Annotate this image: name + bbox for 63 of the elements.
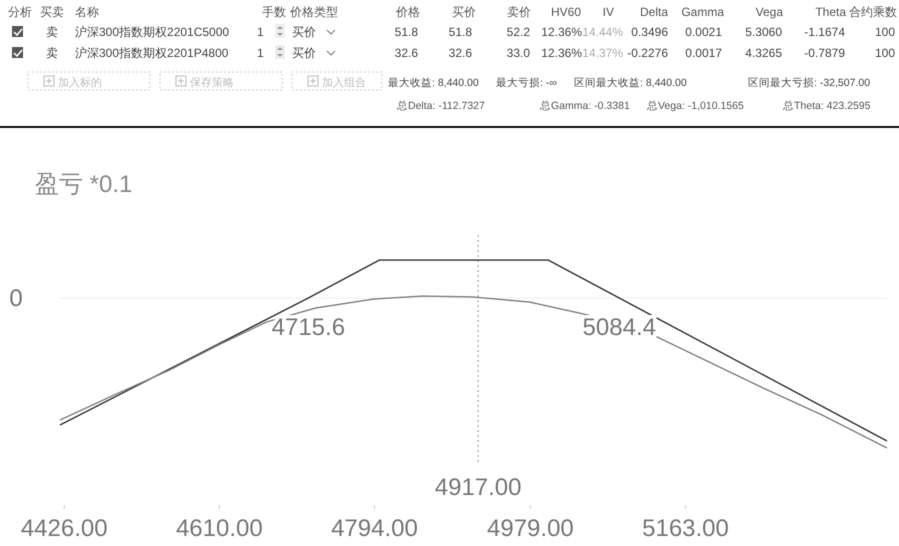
text: 保存策略 xyxy=(190,77,234,89)
text: 价格 xyxy=(395,5,420,19)
text: 33.0 xyxy=(506,46,530,60)
text: Theta xyxy=(815,5,846,19)
text: 4.3265 xyxy=(745,46,782,60)
text: 0.3496 xyxy=(631,25,668,39)
text: 最大亏损: -∞ xyxy=(496,76,558,89)
text: 沪深300指数期权2201C5000 xyxy=(75,25,230,39)
text: -0.2276 xyxy=(627,46,668,60)
text: 买卖 xyxy=(40,5,64,19)
text: 32.6 xyxy=(394,46,418,60)
text: 5.3060 xyxy=(745,25,782,39)
text: 最大收益: 8,440.00 xyxy=(388,76,479,89)
text: 1 xyxy=(257,46,264,60)
text: 32.6 xyxy=(448,46,472,60)
text: 0.0021 xyxy=(685,25,722,39)
text: 卖价 xyxy=(507,5,531,19)
text: 买价 xyxy=(452,5,476,19)
text: IV xyxy=(602,5,614,19)
text: 12.36% xyxy=(541,46,582,60)
x-tick-label: 4426.00 xyxy=(20,515,108,542)
text: 分析 xyxy=(8,5,32,19)
y-axis-title: 盈亏 *0.1 xyxy=(35,171,132,198)
text: 加入标的 xyxy=(58,76,102,89)
x-tick-label: 4979.00 xyxy=(487,515,574,542)
text: 100 xyxy=(874,46,896,60)
text: 卖 xyxy=(46,25,58,39)
text: 1 xyxy=(257,25,264,39)
ref-line-label: 4917.00 xyxy=(434,474,522,501)
x-tick-label: 5163.00 xyxy=(642,515,729,542)
text: 手数 xyxy=(262,5,286,19)
annotation: 4715.6 xyxy=(272,314,346,341)
text: -1.1674 xyxy=(804,25,846,39)
text: 100 xyxy=(874,25,896,39)
text: 价格类型 xyxy=(289,5,338,19)
text: 卖 xyxy=(46,46,58,60)
ref-line-label: 0 xyxy=(9,285,23,312)
x-tick-label: 4610.00 xyxy=(176,515,263,542)
x-tick-label: 4794.00 xyxy=(331,515,418,542)
text: 沪深300指数期权2201P4800 xyxy=(75,46,229,60)
text: -0.7879 xyxy=(804,46,846,60)
text: 区间最大收益: 8,440.00 xyxy=(574,76,687,89)
text: 总Theta: 423.2595 xyxy=(782,99,871,112)
text: 14.44% xyxy=(582,25,624,39)
text: Vega xyxy=(756,5,784,19)
text: Gamma xyxy=(681,5,724,19)
text: 总Gamma: -0.3381 xyxy=(539,99,630,112)
text: HV60 xyxy=(550,5,582,19)
text: 买价 xyxy=(292,46,316,60)
text: 52.2 xyxy=(506,25,530,39)
text: 加入组合 xyxy=(322,76,366,89)
text: 区间最大亏损: -32,507.00 xyxy=(748,76,870,89)
text: 14.37% xyxy=(582,46,624,60)
text: 名称 xyxy=(75,5,99,19)
text: 买价 xyxy=(292,25,316,39)
text: 总Vega: -1,010.1565 xyxy=(646,99,744,112)
text: Delta xyxy=(640,5,668,19)
text: 51.8 xyxy=(394,25,418,39)
text: 51.8 xyxy=(448,25,472,39)
text: 12.36% xyxy=(541,25,582,39)
text: 总Delta: -112.7327 xyxy=(396,99,486,112)
text: 合约乘数 xyxy=(849,5,897,19)
text: 0.0017 xyxy=(685,46,722,60)
